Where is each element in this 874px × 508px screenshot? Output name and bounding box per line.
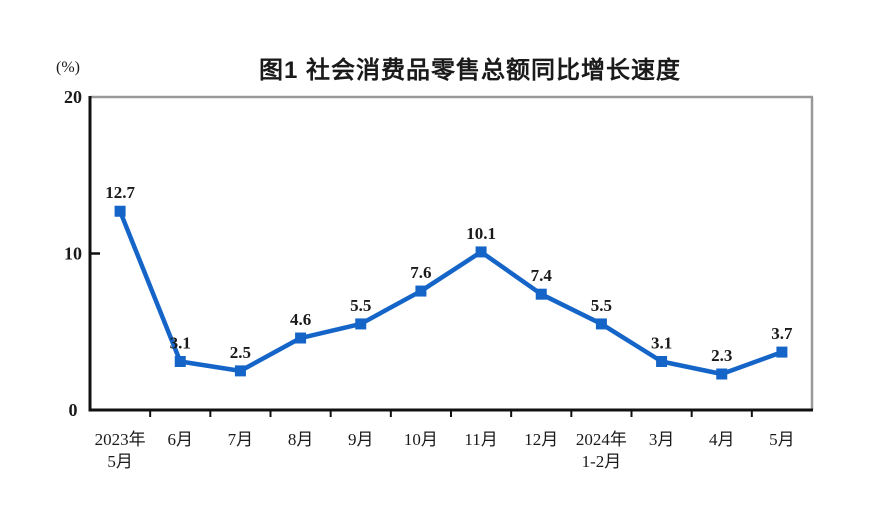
data-point-marker xyxy=(475,246,487,258)
x-axis-label: 5月 xyxy=(769,430,795,449)
data-point-marker xyxy=(535,288,547,300)
data-point-marker xyxy=(776,346,788,358)
x-axis-label: 9月 xyxy=(348,430,374,449)
data-point-marker xyxy=(716,368,728,380)
data-point-marker xyxy=(174,355,186,367)
data-point-label: 2.3 xyxy=(711,346,732,365)
x-axis-label: 10月 xyxy=(404,430,438,449)
data-point-label: 3.1 xyxy=(170,333,191,352)
data-point-label: 5.5 xyxy=(591,296,612,315)
data-point-label: 7.6 xyxy=(410,263,431,282)
data-point-label: 5.5 xyxy=(350,296,371,315)
data-point-label: 3.1 xyxy=(651,333,672,352)
data-point-label: 10.1 xyxy=(466,224,496,243)
x-axis-label: 3月 xyxy=(649,430,675,449)
data-point-label: 12.7 xyxy=(105,183,135,202)
x-axis-label: 2023年 5月 xyxy=(95,430,146,471)
x-axis-label: 6月 xyxy=(168,430,194,449)
data-point-label: 3.7 xyxy=(771,324,793,343)
x-axis-label: 2024年 1-2月 xyxy=(576,430,627,471)
series-line xyxy=(117,208,785,377)
chart-title: 图1 社会消费品零售总额同比增长速度 xyxy=(258,57,681,84)
data-point-label: 7.4 xyxy=(531,266,553,285)
x-axis-label: 8月 xyxy=(288,430,314,449)
data-point-marker xyxy=(595,318,607,330)
x-axis-label: 4月 xyxy=(709,430,735,449)
y-axis-tick-label: 20 xyxy=(64,87,82,107)
data-point-marker xyxy=(415,285,427,297)
data-point-marker xyxy=(656,355,668,367)
data-point-marker xyxy=(114,205,126,217)
data-point-label: 4.6 xyxy=(290,310,311,329)
x-axis-label: 12月 xyxy=(524,430,558,449)
y-axis-unit-label: (%) xyxy=(56,59,80,76)
data-point-marker xyxy=(234,365,246,377)
y-axis-tick-label: 10 xyxy=(64,244,82,264)
x-axis-label: 11月 xyxy=(464,430,497,449)
data-point-marker xyxy=(295,332,307,344)
x-axis-label: 7月 xyxy=(228,430,254,449)
y-axis-tick-label: 0 xyxy=(69,400,78,420)
data-point-marker xyxy=(355,318,367,330)
data-point-label: 2.5 xyxy=(230,343,251,362)
